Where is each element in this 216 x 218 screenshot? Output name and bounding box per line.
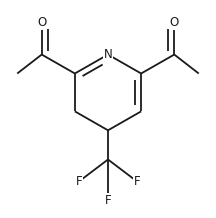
Text: F: F	[76, 175, 82, 188]
Text: F: F	[105, 194, 111, 207]
Text: F: F	[134, 175, 140, 188]
Text: O: O	[37, 17, 46, 29]
Text: O: O	[170, 17, 179, 29]
Text: N: N	[104, 48, 112, 61]
